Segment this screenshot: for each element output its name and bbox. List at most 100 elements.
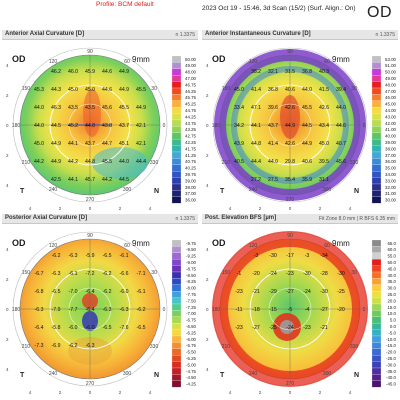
mm-tick-y: 0	[206, 123, 209, 128]
map-value: 45.0	[234, 87, 244, 93]
scale-label: 46.00	[385, 95, 397, 100]
panel-refractive-index: n 1.3375	[175, 31, 195, 38]
map-value: 43.4	[319, 123, 329, 129]
map-value: -6.4	[86, 289, 95, 295]
map-value: -25	[269, 325, 277, 331]
map-value: 33.4	[234, 105, 244, 111]
scale-swatch	[171, 132, 182, 140]
map-value: 44.6	[336, 123, 346, 129]
map-value: -6.3	[35, 307, 44, 313]
scale-label: 49.00	[385, 76, 397, 81]
map-value: 44.9	[285, 123, 295, 129]
map-value: -15	[269, 307, 277, 313]
scale-swatch	[171, 361, 182, 369]
map-value: -20	[337, 307, 345, 313]
mm-tick-x: 2	[319, 206, 322, 211]
scale-swatch	[171, 177, 182, 185]
scale-label: 45.75	[185, 95, 197, 100]
scale-swatch	[371, 329, 382, 337]
map-value: 45.6	[102, 105, 112, 111]
panel-anterior-instantaneous[interactable]: Anterior Instantaneous Curvature [D] n 1…	[202, 30, 398, 213]
scale-label: 44.75	[185, 108, 197, 113]
map-value: 45.6	[336, 159, 346, 165]
scale-swatch	[371, 374, 382, 381]
map-value: -23	[235, 325, 243, 331]
scale-label: 60.0	[387, 247, 396, 252]
map-value: -20	[252, 271, 260, 277]
panel-title: Anterior Instantaneous Curvature [D]	[205, 31, 311, 37]
scale-swatch	[371, 62, 382, 69]
map-value: 44.6	[102, 69, 112, 75]
map-value: -34	[320, 253, 328, 259]
scale-label: 48.00	[185, 70, 197, 75]
scale-swatch	[371, 284, 382, 292]
map-value: 44.0	[34, 123, 44, 129]
scale-swatch	[371, 158, 382, 165]
mm-tick-x: 4	[229, 390, 232, 395]
map-value: -6.4	[86, 307, 95, 313]
map-value: -6.5	[103, 325, 112, 331]
scale-swatch	[171, 126, 182, 133]
map-value: -30	[269, 253, 277, 259]
scale-swatch	[371, 68, 382, 76]
scale-swatch	[371, 252, 382, 260]
angle-label: 30	[151, 86, 157, 92]
eye-indicator: OD	[367, 4, 392, 21]
panel-title-bar: Post. Elevation BFS [µm] Fit Zone 8.0 mm…	[202, 214, 398, 224]
map-value: 42.1	[136, 123, 146, 129]
scale-swatch	[171, 310, 182, 317]
scale-label: 5.0	[390, 318, 397, 323]
scale-label: 44.00	[385, 108, 397, 113]
mm-tick-x: 2	[59, 206, 62, 211]
mm-tick-y: 4	[206, 63, 209, 68]
mm-tick-x: 4	[229, 206, 232, 211]
map-value: 42.6	[285, 105, 295, 111]
map-value: -6.0	[120, 289, 129, 295]
panel-posterior-elevation[interactable]: Post. Elevation BFS [µm] Fit Zone 8.0 mm…	[202, 214, 398, 397]
panel-title: Anterior Axial Curvature [D]	[5, 31, 85, 37]
map-value: -11	[235, 307, 242, 313]
mm-tick-y: 4	[206, 183, 209, 188]
map-value: 44.9	[119, 69, 129, 75]
map-value: 43.5	[85, 105, 95, 111]
map-value: 38.2	[251, 69, 261, 75]
scale-swatch	[171, 145, 182, 153]
map-value: 40.5	[234, 159, 244, 165]
angle-label: 60	[124, 243, 130, 249]
angle-label: 210	[222, 344, 231, 350]
angle-label: 0	[363, 307, 366, 313]
angle-label: 120	[249, 59, 258, 65]
map-value: 43.5	[68, 105, 78, 111]
map-value: -30	[320, 289, 328, 295]
map-value: -7.0	[69, 289, 78, 295]
mm-tick-y: 4	[206, 247, 209, 252]
scale-swatch	[371, 87, 382, 95]
scale-label: -45.0	[386, 382, 397, 387]
scale-swatch	[371, 177, 382, 185]
map-value: -6.1	[69, 271, 78, 277]
angle-label: 210	[22, 160, 31, 166]
map-value: -6.5	[52, 289, 61, 295]
map-value: -21	[320, 325, 328, 331]
scale-swatch	[371, 196, 382, 204]
map-value: 43.7	[119, 123, 129, 129]
angle-label: 300	[323, 371, 332, 377]
scale-swatch	[371, 355, 382, 362]
map-value: 35.4	[285, 177, 295, 183]
map-value: 46.3	[51, 105, 61, 111]
scale-swatch	[371, 81, 382, 89]
map-value: -30	[337, 271, 345, 277]
profile-label: Profile: BCM default	[96, 1, 154, 8]
map-value: -7.1	[137, 271, 146, 277]
panel-anterior-axial[interactable]: Anterior Axial Curvature [D] n 1.3375 90…	[2, 30, 198, 213]
flat-zone	[92, 147, 148, 179]
scale-label: -7.25	[186, 305, 197, 310]
map-value: -6.2	[103, 271, 112, 277]
panel-posterior-axial[interactable]: Posterior Axial Curvature [D] n 1.3375 9…	[2, 214, 198, 397]
scale-label: 48.00	[385, 82, 397, 87]
map-value: -6.3	[120, 307, 129, 313]
